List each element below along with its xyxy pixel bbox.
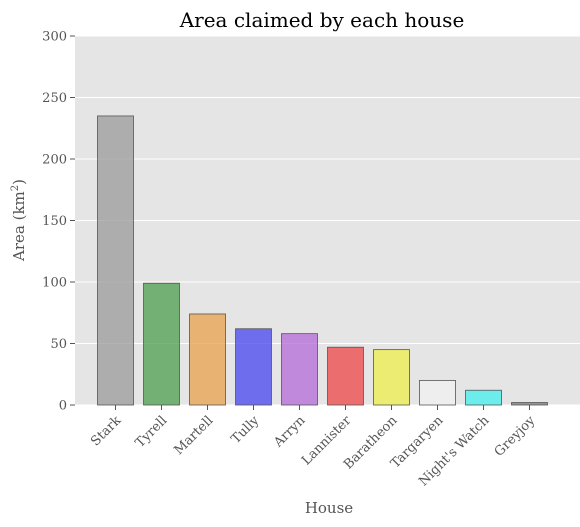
bar-tully — [235, 328, 272, 406]
y-axis-label-close: ) — [10, 179, 28, 185]
y-axis-label: Area (km2) — [10, 179, 28, 262]
x-tick-label: Stark — [88, 413, 124, 449]
bar-martell — [189, 313, 226, 406]
x-tick-label: Arryn — [270, 413, 308, 451]
y-tick-label: 50 — [50, 337, 67, 352]
y-axis-label-main: Area (km — [10, 191, 28, 262]
x-axis-label: House — [305, 499, 353, 517]
y-tick-label: 150 — [42, 214, 67, 229]
bar-baratheon — [373, 349, 410, 406]
y-tick-label: 100 — [42, 276, 67, 291]
x-tick-label: Greyjoy — [492, 413, 539, 460]
bar-lannister — [327, 346, 364, 406]
bar-stark — [97, 115, 134, 406]
y-axis-ticks: 0 50 100 150 200 250 300 — [42, 30, 75, 414]
y-axis-label-superscript: 2 — [10, 185, 21, 191]
y-tick-label: 300 — [42, 30, 67, 45]
bar-night-s-watch — [465, 389, 502, 406]
bar-greyjoy — [511, 402, 548, 406]
x-tick-label: Tully — [229, 413, 263, 447]
bar-tyrell — [143, 282, 180, 406]
chart-title: Area claimed by each house — [179, 8, 465, 32]
bar-targaryen — [419, 379, 456, 406]
y-tick-label: 0 — [59, 399, 67, 414]
bar-arryn — [281, 333, 318, 406]
x-axis-ticks: Stark Tyrell Martell Tully ArrynLannisterBar… — [88, 405, 539, 489]
x-tick-label: Tyrell — [133, 413, 171, 451]
x-tick-label: Martell — [171, 413, 216, 458]
y-tick-label: 200 — [42, 153, 67, 168]
y-tick-label: 250 — [42, 91, 67, 106]
